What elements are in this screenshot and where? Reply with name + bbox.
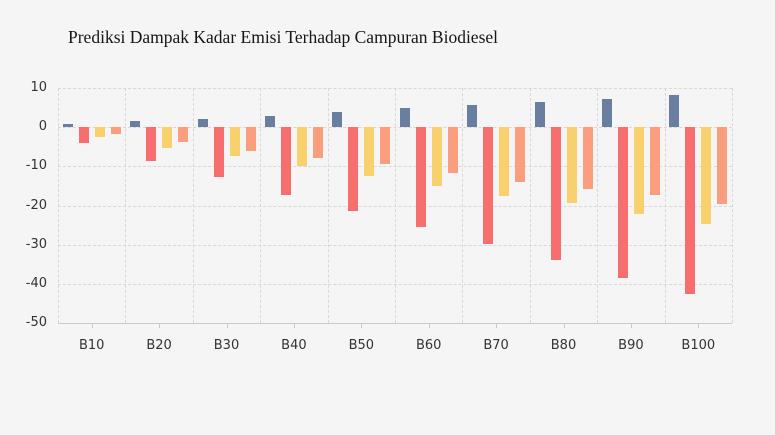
x-axis-tick [630, 324, 632, 328]
bar-B30-yellow [229, 127, 240, 156]
x-gridline [192, 88, 194, 323]
bar-B80-orange [582, 127, 593, 190]
bar-B100-slate-blue [669, 95, 680, 128]
bar-B40-slate-blue [264, 115, 275, 128]
bar-B90-yellow [633, 127, 644, 214]
bar-B90-red [617, 127, 628, 278]
x-tick-label: B70 [483, 338, 509, 353]
x-gridline [664, 88, 666, 323]
x-axis-line [58, 323, 732, 324]
bar-B40-orange [312, 127, 323, 158]
bar-B10-orange [110, 127, 121, 134]
bar-B80-yellow [566, 127, 577, 203]
bar-B30-red [213, 127, 224, 178]
bar-B90-orange [649, 127, 660, 196]
x-axis-tick [159, 324, 161, 328]
bar-B20-orange [178, 127, 189, 142]
bar-B10-yellow [94, 127, 105, 137]
bar-B60-yellow [431, 127, 442, 186]
bar-B60-red [415, 127, 426, 227]
x-gridline [395, 88, 396, 323]
bar-B60-slate-blue [399, 107, 410, 128]
x-axis-tick [91, 324, 93, 328]
x-axis-tick [293, 324, 295, 328]
bar-B50-yellow [364, 127, 375, 177]
x-tick-label: B30 [213, 338, 240, 353]
bar-B20-yellow [162, 127, 173, 148]
bar-B50-slate-blue [332, 111, 343, 128]
x-gridline [529, 88, 531, 323]
x-axis-tick [698, 324, 700, 328]
bar-B30-orange [245, 127, 256, 151]
x-gridline [327, 88, 329, 323]
x-tick-label: B20 [146, 338, 172, 353]
bar-B100-orange [717, 127, 728, 204]
x-tick-label: B90 [618, 338, 644, 353]
x-gridline [462, 88, 464, 323]
bar-B100-yellow [701, 127, 712, 224]
bar-B30-slate-blue [197, 118, 208, 128]
y-tick-label: -30 [25, 236, 47, 252]
bar-B10-slate-blue [62, 124, 73, 128]
y-tick-label: 0 [38, 119, 47, 135]
bar-B70-yellow [499, 127, 510, 196]
chart-title: Prediksi Dampak Kadar Emisi Terhadap Cam… [68, 27, 499, 47]
x-tick-label: B100 [681, 338, 716, 353]
bar-B50-red [348, 127, 359, 212]
x-axis-tick [563, 324, 565, 328]
bar-B70-slate-blue [467, 105, 478, 128]
bar-B50-orange [380, 127, 391, 165]
bar-B40-red [280, 127, 291, 195]
x-tick-label: B50 [348, 338, 375, 353]
bar-B80-red [550, 127, 561, 261]
bar-B40-yellow [296, 127, 307, 166]
bar-B80-slate-blue [534, 102, 545, 128]
bar-B10-red [78, 127, 89, 143]
x-gridline [260, 88, 262, 323]
x-tick-label: B60 [415, 338, 442, 353]
x-gridline [125, 88, 127, 323]
x-axis-tick [496, 324, 498, 328]
x-axis-tick [361, 324, 363, 328]
bar-B60-orange [447, 127, 458, 173]
bar-B70-orange [515, 127, 526, 182]
x-tick-label: B80 [550, 338, 577, 353]
x-axis-tick [226, 324, 228, 328]
y-tick-label: 10 [30, 80, 47, 95]
x-tick-label: B10 [78, 338, 105, 353]
bar-B100-red [685, 127, 696, 295]
x-tick-label: B40 [281, 338, 307, 353]
y-tick-label: -50 [25, 315, 47, 330]
x-gridline [732, 88, 733, 323]
y-tick-label: -40 [25, 275, 47, 291]
x-gridline [58, 88, 59, 323]
x-gridline [597, 88, 599, 323]
x-axis-tick [428, 324, 430, 328]
bar-B20-slate-blue [130, 121, 141, 128]
bar-B20-red [146, 127, 157, 161]
bar-B90-slate-blue [601, 99, 612, 128]
y-tick-label: -10 [25, 158, 47, 174]
y-tick-label: -20 [25, 197, 47, 213]
bar-B70-red [483, 127, 494, 244]
